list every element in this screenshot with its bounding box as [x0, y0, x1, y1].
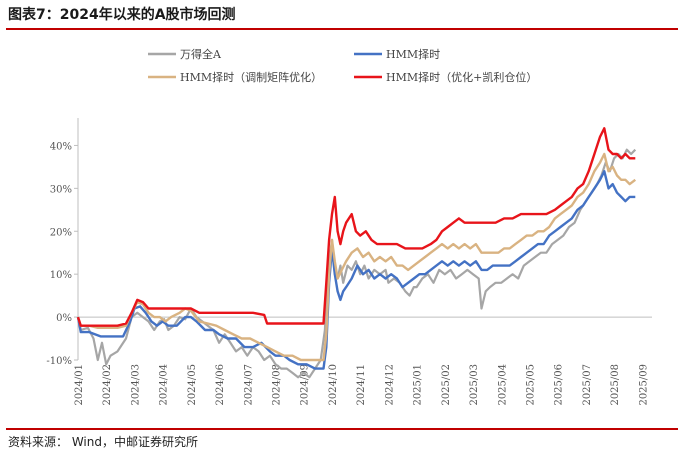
bottom-rule [6, 428, 678, 430]
x-tick-label: 2024/04 [159, 364, 170, 406]
x-tick-label: 2025/03 [469, 364, 480, 406]
x-tick-label: 2025/01 [413, 364, 424, 406]
series-group [76, 127, 637, 379]
x-tick-label: 2024/01 [74, 364, 85, 406]
series-line-2 [76, 152, 637, 362]
line-chart: 万得全A HMM择时 HMM择时（调制矩阵优化） HMM择时（优化+凯利仓位） -10… [46, 47, 652, 406]
series-line-3 [76, 127, 636, 327]
x-tick-label: 2025/05 [525, 364, 536, 406]
x-tick-label: 2024/11 [356, 364, 367, 406]
x-tick-label: 2025/07 [582, 364, 593, 406]
x-tick-label: 2024/10 [328, 364, 339, 406]
legend-label-2: HMM择时（调制矩阵优化） [180, 70, 322, 84]
source-note: 资料来源： Wind，中邮证券研究所 [8, 435, 198, 449]
x-tick-label: 2024/02 [102, 364, 113, 406]
x-tick-label: 2025/06 [554, 364, 565, 406]
y-tick-label: 40% [50, 141, 72, 152]
x-tick-label: 2024/09 [300, 364, 311, 406]
x-tick-label: 2024/07 [243, 364, 254, 406]
top-rule [6, 28, 678, 30]
x-tick-label: 2025/08 [610, 364, 621, 406]
x-tick-label: 2025/04 [497, 364, 508, 406]
y-tick-label: -10% [46, 356, 72, 367]
x-tick-label: 2024/03 [130, 364, 141, 406]
x-tick-label: 2024/08 [272, 364, 283, 406]
x-tick-label: 2025/09 [638, 364, 649, 406]
y-tick-label: 20% [50, 227, 72, 238]
x-tick-label: 2024/05 [187, 364, 198, 406]
legend-label-1: HMM择时 [386, 47, 440, 61]
series-line-1 [76, 170, 636, 370]
legend-label-3: HMM择时（优化+凯利仓位） [386, 70, 537, 84]
axes: -10% 0% 10% 20% 30% 40% 2024/01 2024/02 2024/03 2… [46, 118, 652, 406]
y-tick-label: 10% [50, 270, 72, 281]
x-tick-label: 2025/02 [441, 364, 452, 406]
x-tick-label: 2024/12 [384, 364, 395, 406]
y-tick-label: 30% [50, 184, 72, 195]
x-tick-label: 2024/06 [215, 364, 226, 406]
figure-title: 图表7：2024年以来的A股市场回测 [8, 7, 236, 23]
series-line-0 [76, 148, 637, 379]
legend: 万得全A HMM择时 HMM择时（调制矩阵优化） HMM择时（优化+凯利仓位） [148, 47, 537, 84]
y-tick-label: 0% [56, 313, 72, 324]
legend-label-0: 万得全A [180, 47, 222, 61]
